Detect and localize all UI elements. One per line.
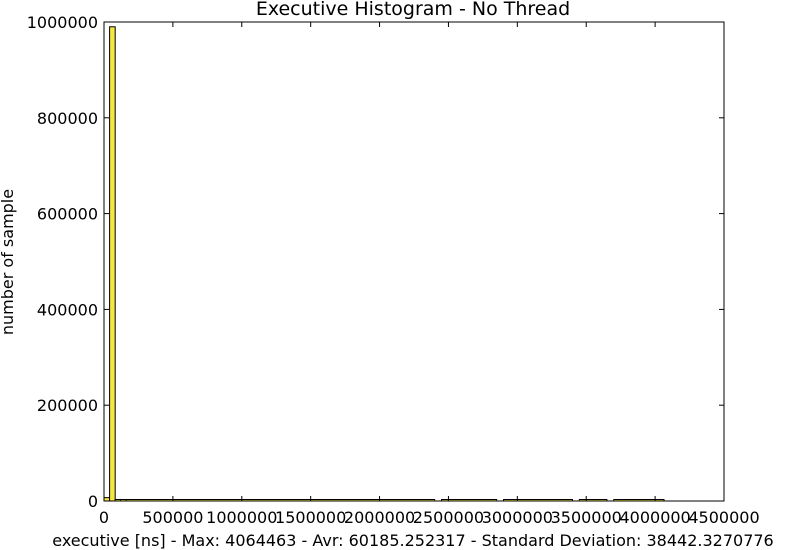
histogram-bar bbox=[103, 497, 111, 502]
y-tick-label: 1000000 bbox=[27, 13, 98, 32]
x-tick-label: 3000000 bbox=[482, 508, 553, 527]
x-tick-label: 1500000 bbox=[275, 508, 346, 527]
y-tick-label: 800000 bbox=[37, 109, 98, 128]
x-tick-label: 3500000 bbox=[551, 508, 622, 527]
y-axis-label: number of sample bbox=[0, 189, 17, 335]
x-tick-label: 0 bbox=[99, 508, 109, 527]
y-tick-label: 600000 bbox=[37, 205, 98, 224]
x-tick-label: 500000 bbox=[142, 508, 203, 527]
x-tick-label: 4000000 bbox=[619, 508, 690, 527]
y-tick-label: 400000 bbox=[37, 300, 98, 319]
x-tick-label: 1000000 bbox=[206, 508, 277, 527]
x-axis-label: executive [ns] - Max: 4064463 - Avr: 601… bbox=[52, 531, 773, 550]
x-tick-label: 4500000 bbox=[688, 508, 759, 527]
y-tick-label: 0 bbox=[88, 492, 98, 511]
y-tick-label: 200000 bbox=[37, 396, 98, 415]
x-axis: 0 500000 100000015000002000000250000030000… bbox=[99, 22, 760, 527]
bars-group bbox=[103, 26, 665, 502]
plot-frame bbox=[103, 21, 725, 502]
histogram-bar bbox=[109, 26, 116, 502]
y-axis: 0 200000 400000 600000 800000 1000000 bbox=[27, 13, 724, 511]
x-tick-label: 2000000 bbox=[344, 508, 415, 527]
chart-title: Executive Histogram - No Thread bbox=[256, 0, 570, 20]
x-tick-label: 2500000 bbox=[413, 508, 484, 527]
